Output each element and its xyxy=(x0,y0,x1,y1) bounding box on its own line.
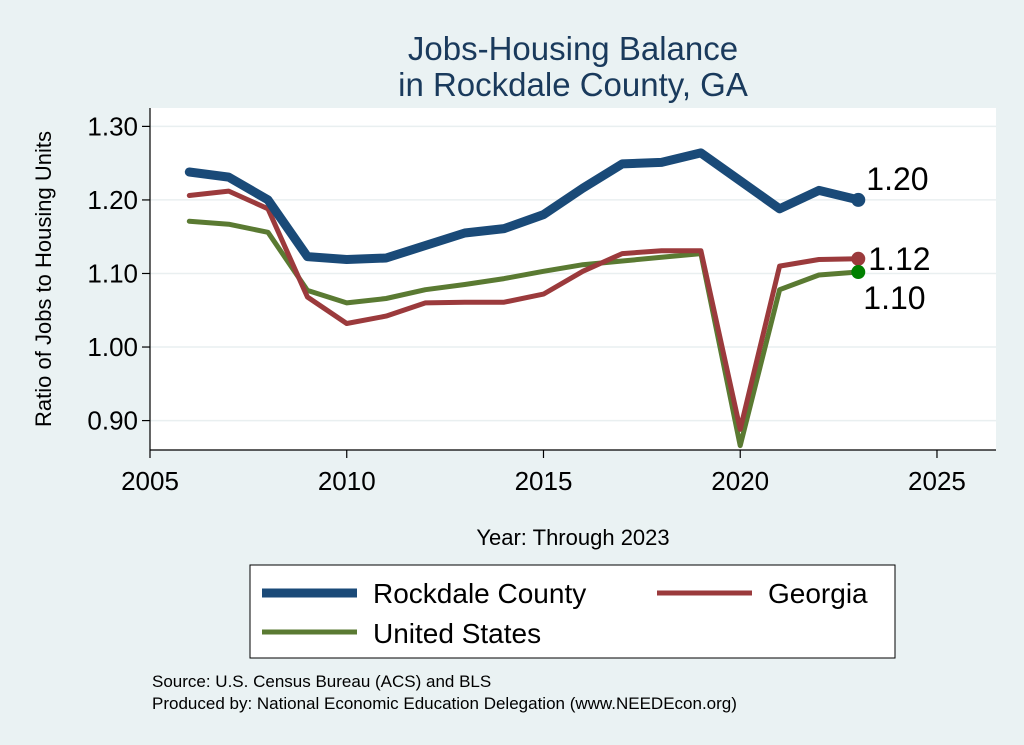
series-lines xyxy=(184,148,863,449)
source-note: Source: U.S. Census Bureau (ACS) and BLS xyxy=(152,672,491,691)
y-tick-label: 1.20 xyxy=(87,185,138,215)
x-tick-label: 2020 xyxy=(711,466,769,496)
x-axis-label: Year: Through 2023 xyxy=(476,525,669,550)
end-label-rockdale-county: 1.20 xyxy=(866,161,928,197)
x-tick-label: 2015 xyxy=(515,466,573,496)
series-line-rockdale-county xyxy=(184,148,863,264)
chart-title-line-2: in Rockdale County, GA xyxy=(398,66,748,103)
end-markers: 1.20 1.121.10 xyxy=(851,161,931,316)
y-tick-label: 1.30 xyxy=(87,111,138,141)
end-marker-united-states xyxy=(851,265,866,280)
x-tick-label: 2025 xyxy=(908,466,966,496)
end-marker-georgia xyxy=(851,251,866,266)
legend: Rockdale County Georgia United States xyxy=(249,564,896,659)
end-label-united-states: 1.10 xyxy=(863,280,925,316)
y-axis-label: Ratio of Jobs to Housing Units xyxy=(31,131,56,427)
legend-label-rockdale: Rockdale County xyxy=(373,578,586,609)
y-tick-label: 0.90 xyxy=(87,406,138,436)
axis-ticks: 0.90 1.00 1.10 1.20 1.30 2005 2010 2015 2020 2025 xyxy=(87,111,966,496)
y-tick-label: 1.10 xyxy=(87,258,138,288)
legend-label-united-states: United States xyxy=(373,618,541,649)
legend-label-georgia: Georgia xyxy=(768,578,868,609)
producer-note: Produced by: National Economic Education… xyxy=(152,694,737,713)
end-marker-rockdale-county xyxy=(851,192,866,207)
y-tick-label: 1.00 xyxy=(87,332,138,362)
legend-box xyxy=(249,564,896,659)
chart-title-line-1: Jobs-Housing Balance xyxy=(408,30,738,67)
end-label-georgia: 1.12 xyxy=(868,241,930,277)
x-tick-label: 2005 xyxy=(121,466,179,496)
x-tick-label: 2010 xyxy=(318,466,376,496)
series-line-georgia xyxy=(186,188,861,432)
